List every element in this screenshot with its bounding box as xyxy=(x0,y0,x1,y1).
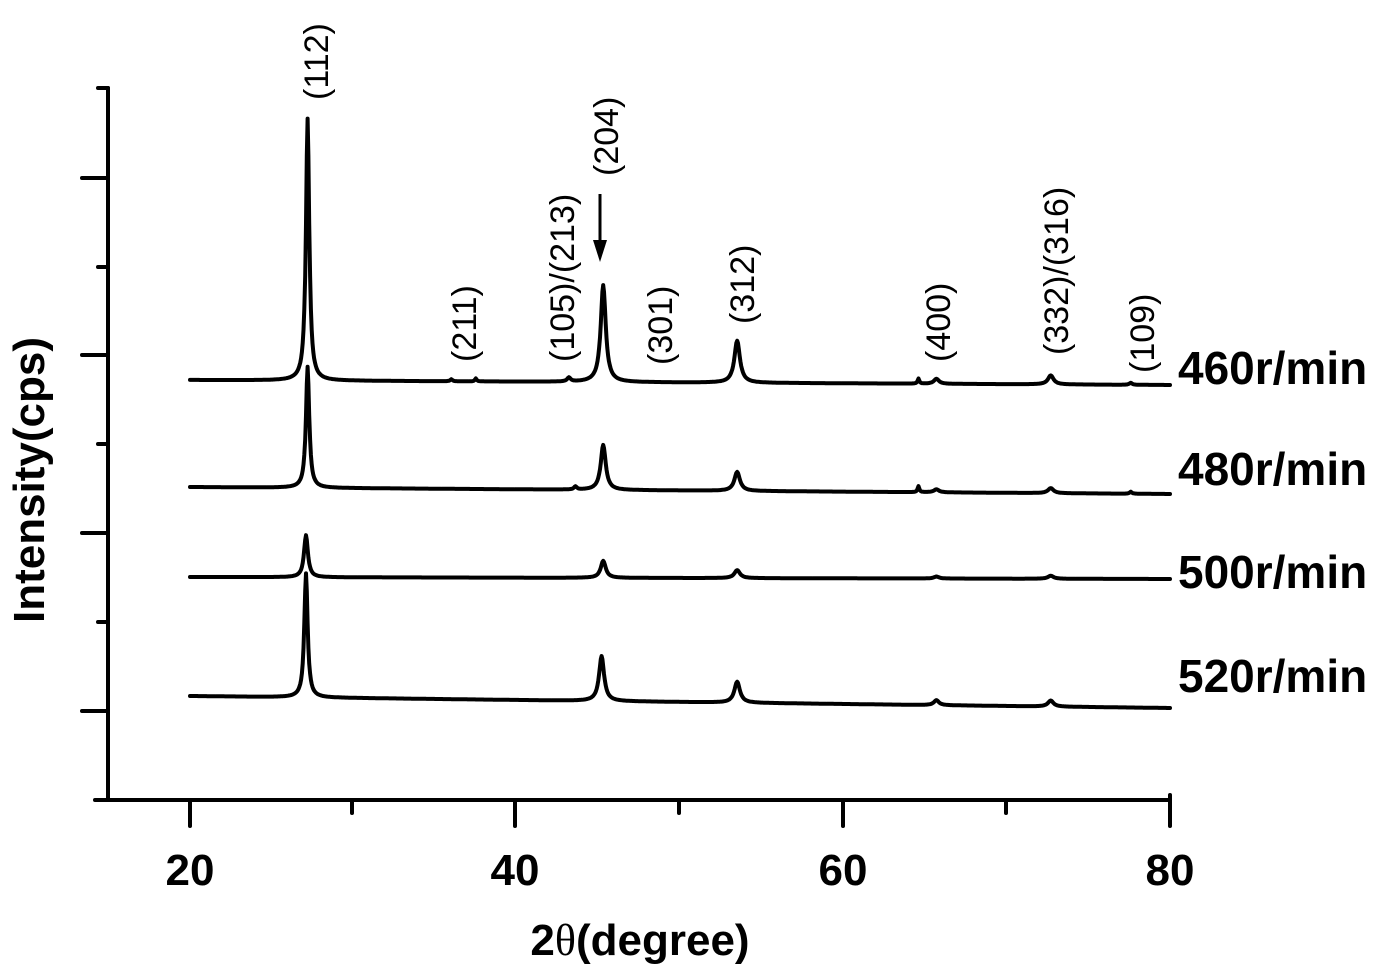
annotation-301: (301) xyxy=(642,286,680,365)
axes: 20 40 60 80 2θ(degree) Intensity(cps) xyxy=(5,86,1195,965)
arrow-icon xyxy=(593,194,607,262)
trace-500r-min xyxy=(188,533,1172,581)
series-label-500: 500r/min xyxy=(1178,546,1367,598)
x-tick-label-80: 80 xyxy=(1146,846,1195,895)
annotation-312: (312) xyxy=(724,245,762,324)
annotation-109: (109) xyxy=(1124,294,1162,373)
y-ticks xyxy=(80,86,110,713)
annotation-204: (204) xyxy=(588,97,626,176)
x-axis-title: 2θ(degree) xyxy=(530,916,749,965)
series-label-480: 480r/min xyxy=(1178,443,1367,495)
x-ticks xyxy=(188,798,1172,828)
traces xyxy=(188,116,1172,710)
series-label-520: 520r/min xyxy=(1178,650,1367,702)
hkl-annotations: (112) (211) (105)/(213) (204) (301) (312… xyxy=(298,23,1162,373)
annotation-211: (211) xyxy=(446,285,484,362)
x-tick-label-20: 20 xyxy=(166,846,215,895)
annotation-105-213: (105)/(213) xyxy=(544,194,582,362)
trace-460r-min xyxy=(188,116,1172,387)
trace-480r-min xyxy=(188,364,1172,496)
trace-520r-min xyxy=(188,571,1172,710)
x-tick-label-40: 40 xyxy=(491,846,540,895)
series-label-460: 460r/min xyxy=(1178,342,1367,394)
series-labels: 460r/min 480r/min 500r/min 520r/min xyxy=(1178,342,1367,702)
y-axis-title: Intensity(cps) xyxy=(5,337,54,623)
annotation-332-316: (332)/(316) xyxy=(1038,187,1076,355)
annotation-400: (400) xyxy=(920,283,958,362)
annotation-112: (112) xyxy=(298,23,336,100)
x-tick-label-60: 60 xyxy=(819,846,868,895)
